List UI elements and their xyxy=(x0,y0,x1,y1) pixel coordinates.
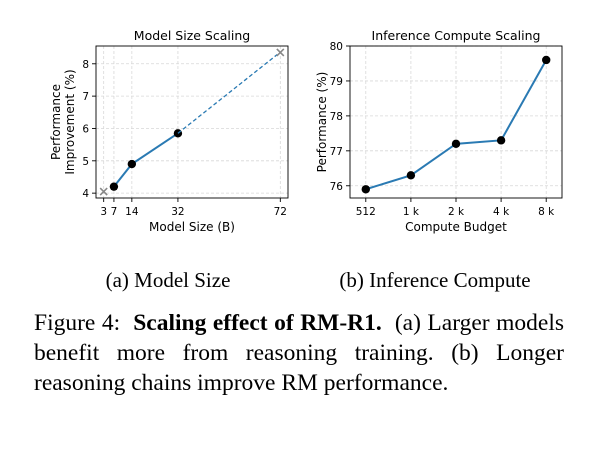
chart-inference-compute: 512 1 k 2 k 4 k 8 k 76 77 78 79 80 Inference Compu… xyxy=(315,28,563,234)
x-tick-label: 32 xyxy=(171,206,184,218)
x-tick-label: 72 xyxy=(274,206,287,218)
y-tick-label: 79 xyxy=(330,76,343,88)
y-tick-label: 77 xyxy=(330,146,343,158)
y-tick-label: 6 xyxy=(82,123,89,135)
y-tick-label: 7 xyxy=(82,91,89,103)
subcaption-a: (a) Model Size xyxy=(106,268,231,292)
x-tick-label: 14 xyxy=(125,206,139,218)
y-axis-label: Performance xyxy=(49,84,63,160)
data-point xyxy=(127,159,137,169)
x-axis-label: Compute Budget xyxy=(405,220,507,234)
figure-caption: Figure 4: Scaling effect of RM-R1. (a) L… xyxy=(34,308,564,398)
y-tick-label: 4 xyxy=(82,188,89,200)
chart-title: Model Size Scaling xyxy=(134,28,250,43)
x-tick-label: 8 k xyxy=(538,206,555,218)
caption-prefix: Figure 4: xyxy=(34,310,121,336)
y-tick-label: 76 xyxy=(330,181,344,193)
subcaption-b: (b) Inference Compute xyxy=(339,268,530,292)
data-point xyxy=(361,185,370,194)
chart-title: Inference Compute Scaling xyxy=(372,28,541,43)
y-tick-label: 8 xyxy=(82,59,89,71)
y-tick-label: 78 xyxy=(330,111,343,123)
plot-frame xyxy=(95,45,289,199)
series-line xyxy=(365,59,548,191)
caption-title: Scaling effect of RM-R1. xyxy=(133,310,382,336)
x-tick-label: 2 k xyxy=(448,206,465,218)
extrapolated-point-marker xyxy=(99,187,108,196)
series-line xyxy=(113,132,179,188)
x-tick-label: 1 k xyxy=(403,206,420,218)
extrapolated-point-marker xyxy=(276,48,285,57)
extrapolation-line xyxy=(177,53,278,134)
data-point xyxy=(451,139,461,149)
data-point xyxy=(542,55,551,65)
x-axis-label: Model Size (B) xyxy=(149,220,235,234)
x-tick-label: 3 xyxy=(100,206,107,218)
x-tick-label: 512 xyxy=(356,206,376,218)
x-tick-label: 4 k xyxy=(493,206,510,218)
y-tick-label: 5 xyxy=(82,156,89,168)
data-point xyxy=(496,136,506,145)
data-point xyxy=(109,182,119,191)
y-axis-label: Performance (%) xyxy=(315,72,329,173)
data-point xyxy=(406,171,416,180)
x-tick-label: 7 xyxy=(111,206,118,218)
caption-text: (a) Larger models benefit more from reas… xyxy=(34,310,564,396)
y-axis-label: Improvement (%) xyxy=(63,69,77,174)
y-tick-label: 80 xyxy=(330,41,343,53)
